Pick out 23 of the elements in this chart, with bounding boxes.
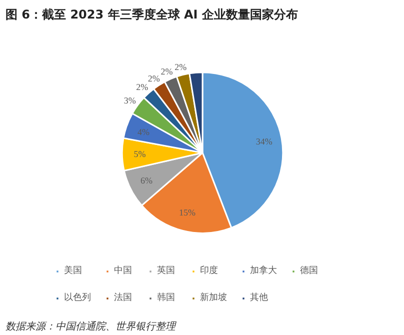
legend-label: 英国 (157, 264, 176, 277)
chart-title: 图 6：截至 2023 年三季度全球 AI 企业数量国家分布 (6, 8, 298, 22)
data-label: 5% (134, 149, 146, 159)
legend-label: 其他 (250, 292, 269, 304)
data-label: 3% (124, 96, 136, 106)
data-label: 2% (160, 66, 174, 77)
data-label: 2% (136, 82, 149, 92)
source-note: 数据来源：中国信通院、世界银行整理 (6, 320, 176, 332)
legend-label: 中国 (114, 264, 133, 277)
data-label: 4% (138, 126, 150, 137)
data-label: 15% (179, 207, 196, 218)
legend-label: 韩国 (157, 292, 176, 304)
legend-label: 印度 (200, 264, 219, 277)
legend-label: 美国 (64, 264, 83, 277)
legend-label: 加拿大 (250, 264, 277, 277)
data-label: 2% (174, 62, 188, 72)
legend-label: 新加坡 (200, 292, 227, 304)
data-label: 6% (140, 176, 154, 186)
data-label: 2% (148, 73, 160, 84)
data-label: 34% (256, 136, 273, 147)
legend-label: 德国 (300, 265, 319, 277)
legend-label: 法国 (114, 292, 133, 304)
legend-label: 以色列 (64, 292, 91, 304)
